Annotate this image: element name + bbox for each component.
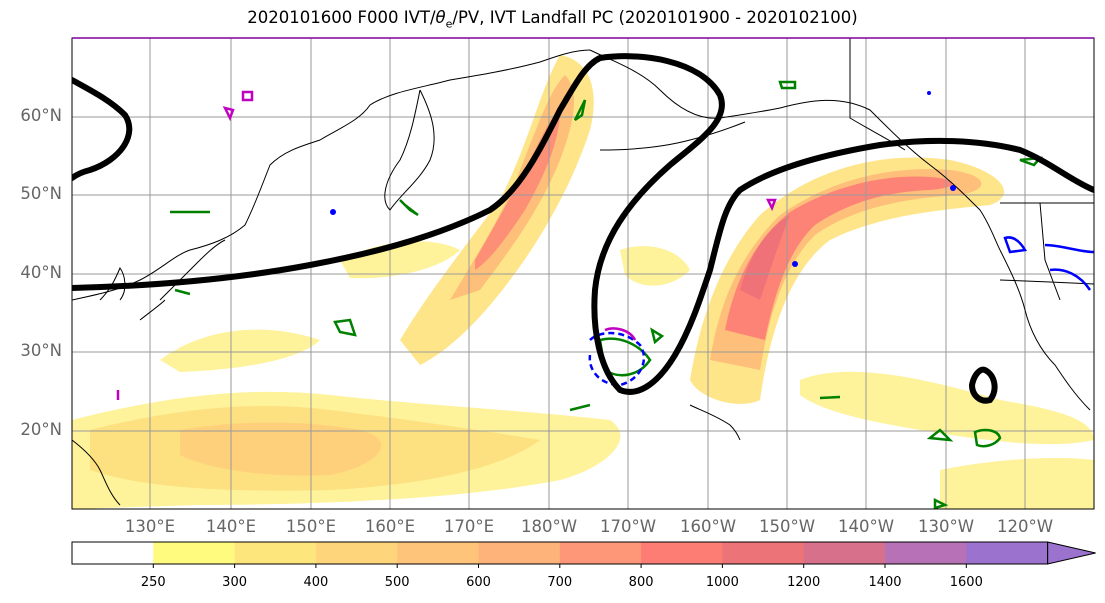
pc-contour-loop (968, 366, 998, 404)
colorbar-segment (478, 542, 561, 564)
colorbar-segment (641, 542, 723, 564)
state-borders (999, 202, 1094, 301)
colorbar-tick-label: 250 (140, 575, 166, 590)
colorbar-tick-label: 500 (384, 575, 410, 590)
colorbar-tick-label: 1200 (787, 575, 821, 590)
colorbar-tick-label: 400 (303, 575, 329, 590)
lon-label: 130°W (917, 517, 975, 536)
coast-kamchatka (384, 89, 435, 211)
colorbar-segment (315, 542, 398, 564)
colorbar-segment (153, 542, 236, 564)
border-ak-canada (849, 38, 906, 151)
colorbar-segment (397, 542, 479, 564)
colorbar-segment (803, 542, 886, 564)
colorbar-tick-label: 1400 (868, 575, 902, 590)
colorbar-extend-arrow (1047, 541, 1096, 565)
coast-korea (99, 266, 126, 301)
land-dots (330, 91, 956, 267)
coast-alaska (589, 49, 1001, 251)
lat-label: 60°N (20, 106, 62, 125)
colorbar-segment (885, 542, 967, 564)
pv-contours (116, 90, 1094, 400)
pc-contour-main (72, 53, 1094, 395)
map-title: 2020101600 F000 IVT/θe/PV, IVT Landfall … (247, 8, 858, 31)
colorbar-segment (722, 542, 805, 564)
pc-contour-nw (72, 77, 133, 181)
lon-label: 140°E (205, 517, 257, 536)
lon-label: 160°W (679, 517, 737, 536)
lon-label: 130°E (124, 517, 176, 536)
colorbar-segment (559, 542, 642, 564)
coast-aleutians (599, 121, 746, 151)
lat-label: 40°N (20, 263, 62, 282)
coast-taiwan-phil (72, 439, 121, 506)
lon-label: 140°W (837, 517, 895, 536)
lon-label: 180°W (520, 517, 578, 536)
colorbar-segment (234, 542, 317, 564)
colorbar-segment (72, 542, 154, 564)
colorbar-segment (966, 542, 1049, 564)
coast-japan (139, 239, 226, 321)
lon-label: 120°W (996, 517, 1054, 536)
colorbar (71, 541, 1096, 568)
lon-label: 150°E (285, 517, 337, 536)
colorbar-tick-label: 1600 (949, 575, 983, 590)
lon-label: 170°E (443, 517, 495, 536)
lat-label: 30°N (20, 341, 62, 360)
colorbar-tick-label: 300 (222, 575, 247, 590)
lon-label: 170°W (599, 517, 657, 536)
lon-label: 160°E (364, 517, 416, 536)
colorbar-tick-label: 700 (547, 575, 573, 590)
landfall-pc-contours (72, 53, 1094, 404)
lat-label: 20°N (20, 420, 62, 439)
lon-label: 150°W (758, 517, 816, 536)
lat-label: 50°N (20, 184, 62, 203)
coastlines (72, 38, 1094, 506)
colorbar-tick-label: 800 (628, 575, 654, 590)
coast-hawaii (689, 404, 741, 441)
colorbar-tick-label: 1000 (705, 575, 739, 590)
ivt-plume-pnw (690, 157, 1005, 404)
theta-e-contours (170, 80, 1043, 509)
coast-na-west (999, 249, 1091, 411)
coast-asia (72, 49, 591, 301)
colorbar-tick-label: 600 (466, 575, 491, 590)
map-area (72, 38, 1094, 509)
